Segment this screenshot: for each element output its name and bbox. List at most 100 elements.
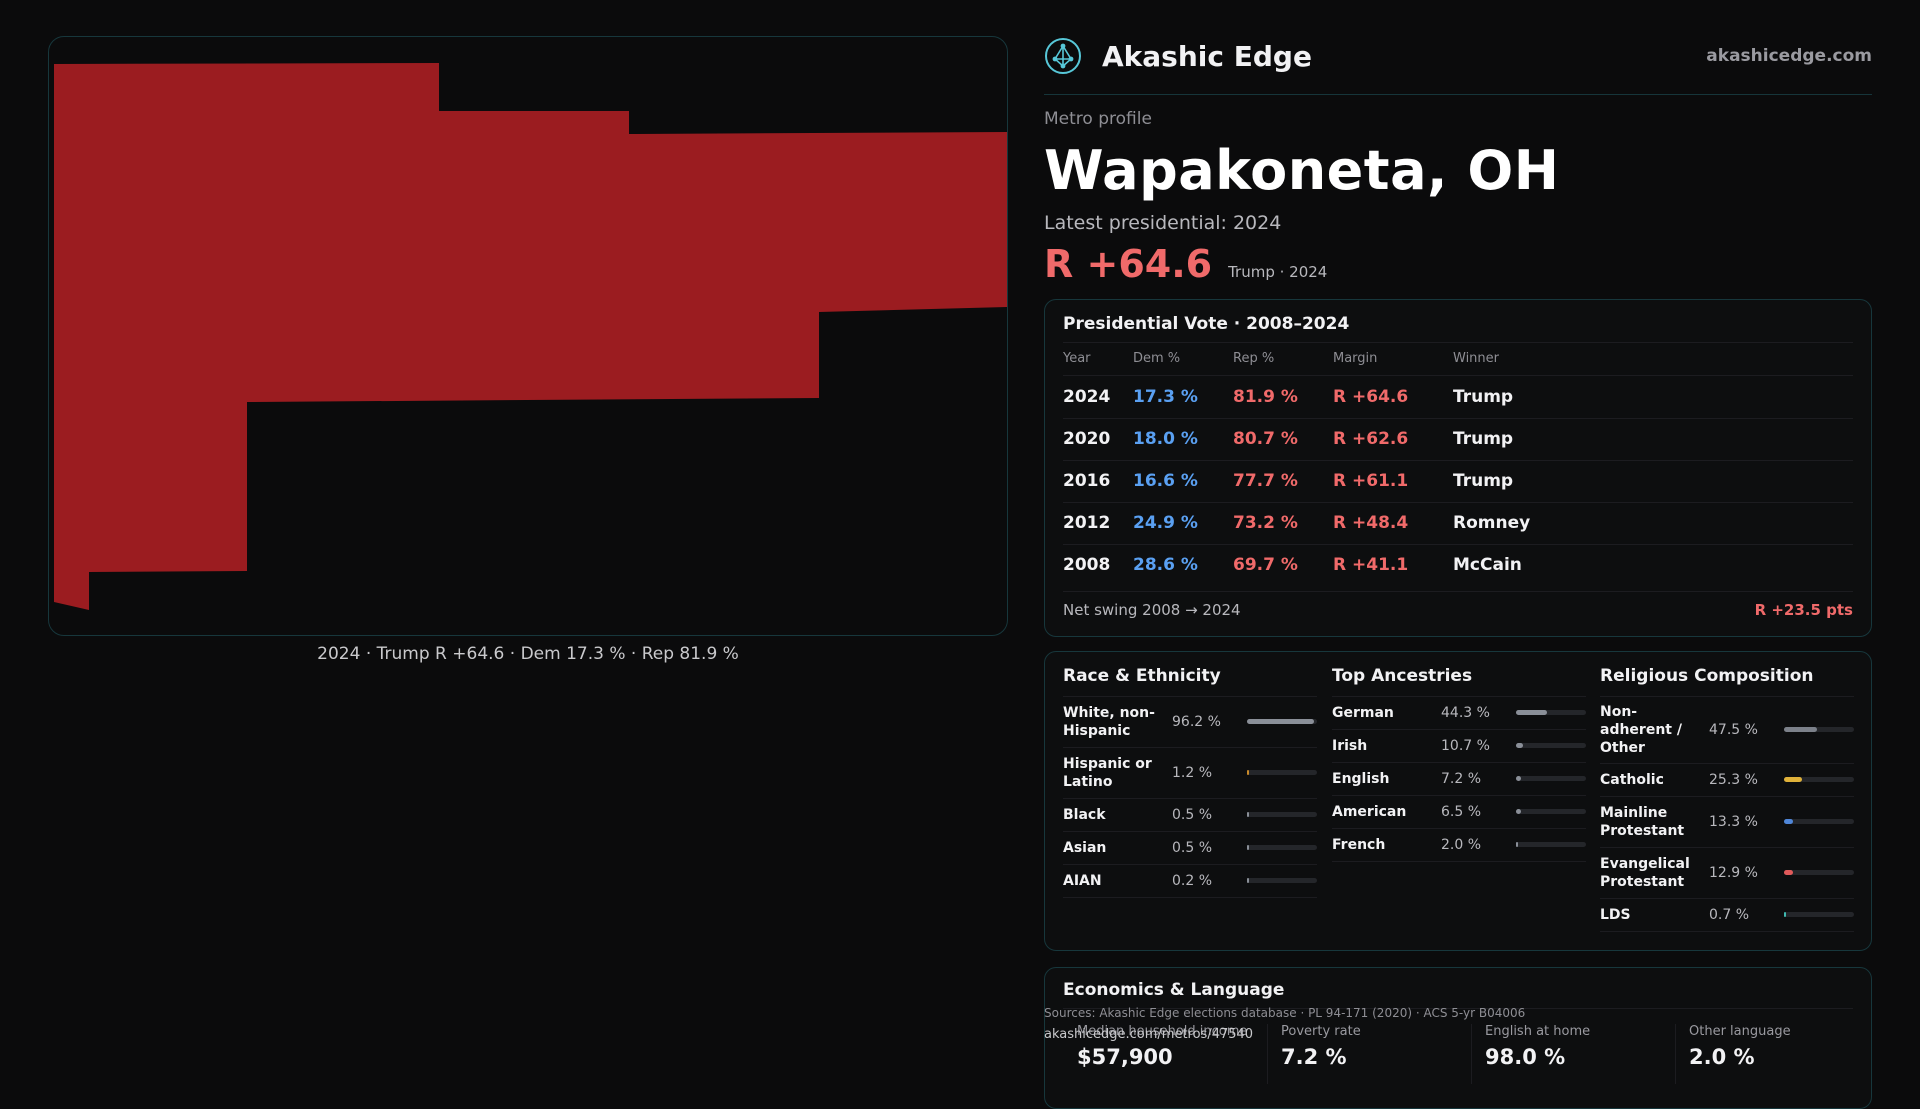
race-column: Race & Ethnicity White, non-Hispanic 96.2… (1063, 666, 1317, 898)
vote-cell-margin: R +64.6 (1333, 387, 1409, 407)
ancestry-row: English 7.2 % (1332, 763, 1586, 796)
brand-name[interactable]: Akashic Edge (1102, 39, 1312, 73)
race-percent: 0.5 % (1172, 807, 1213, 823)
econ-label: Median household income (1077, 1024, 1248, 1039)
vote-cell-year: 2024 (1063, 387, 1111, 407)
vote-cell-rep: 77.7 % (1233, 471, 1298, 491)
ancestry-percent: 10.7 % (1441, 738, 1490, 754)
religion-bar-fill (1784, 912, 1786, 917)
vote-cell-margin: R +48.4 (1333, 513, 1409, 533)
race-bar-fill (1247, 812, 1249, 817)
econ-separator (1675, 1024, 1676, 1084)
religion-bar-track (1784, 777, 1854, 782)
headline-note: Trump · 2024 (1228, 263, 1328, 281)
county-map[interactable] (49, 37, 1007, 635)
ancestry-column: Top Ancestries German 44.3 % Irish 10.7 % En… (1332, 666, 1586, 862)
county-shape[interactable] (54, 63, 1007, 610)
religion-bar-track (1784, 870, 1854, 875)
econ-label: Poverty rate (1281, 1024, 1361, 1039)
religion-bar-track (1784, 912, 1854, 917)
vote-row-divider (1063, 544, 1853, 545)
vote-cell-year: 2016 (1063, 471, 1111, 491)
ancestry-divider (1332, 696, 1586, 697)
vote-cell-margin: R +61.1 (1333, 471, 1409, 491)
ancestry-title: Top Ancestries (1332, 666, 1473, 686)
brand-url[interactable]: akashicedge.com (1706, 46, 1872, 66)
religion-bar-fill (1784, 727, 1818, 732)
ancestry-bar-fill (1516, 743, 1524, 748)
globe-network-icon[interactable] (1044, 37, 1082, 75)
vote-header-divider (1063, 375, 1853, 376)
race-row: Black 0.5 % (1063, 799, 1317, 832)
vote-cell-rep: 80.7 % (1233, 429, 1298, 449)
page-title: Wapakoneta, OH (1044, 139, 1560, 202)
ancestry-bar-fill (1516, 776, 1522, 781)
map-panel[interactable] (48, 36, 1008, 636)
ancestry-percent: 6.5 % (1441, 804, 1482, 820)
religion-label: LDS (1600, 907, 1631, 923)
vote-cell-rep: 69.7 % (1233, 555, 1298, 575)
economics-divider (1063, 1008, 1853, 1009)
vote-cell-winner: Romney (1453, 513, 1531, 533)
ancestry-bar-track (1516, 710, 1586, 715)
brand-bar: Akashic Edge akashicedge.com (1044, 36, 1872, 76)
religion-column: Religious Composition Non-adherent / Oth… (1600, 666, 1854, 932)
race-label: AIAN (1063, 873, 1102, 889)
ancestry-bar-fill (1516, 809, 1521, 814)
sources-note: Sources: Akashic Edge elections database… (1044, 1006, 1526, 1020)
vote-cell-dem: 24.9 % (1133, 513, 1198, 533)
vote-cell-winner: Trump (1453, 471, 1514, 491)
vote-cell-winner: Trump (1453, 387, 1514, 407)
vote-title-divider (1063, 342, 1853, 343)
religion-title: Religious Composition (1600, 666, 1814, 686)
vote-card-title: Presidential Vote · 2008–2024 (1063, 314, 1350, 334)
ancestry-percent: 7.2 % (1441, 771, 1482, 787)
ancestry-bar-track (1516, 842, 1586, 847)
race-percent: 0.5 % (1172, 840, 1213, 856)
race-row: White, non-Hispanic 96.2 % (1063, 697, 1317, 748)
vote-cell-winner: Trump (1453, 429, 1514, 449)
profile-eyebrow: Metro profile (1044, 109, 1152, 129)
religion-bar-track (1784, 819, 1854, 824)
religion-bar-fill (1784, 819, 1794, 824)
ancestry-row: Irish 10.7 % (1332, 730, 1586, 763)
header-winner: Winner (1453, 351, 1500, 366)
vote-cell-margin: R +41.1 (1333, 555, 1409, 575)
ancestry-label: American (1332, 804, 1407, 820)
header-divider (1044, 94, 1872, 95)
vote-cell-year: 2020 (1063, 429, 1111, 449)
religion-bar-track (1784, 727, 1854, 732)
religion-row: Evangelical Protestant 12.9 % (1600, 848, 1854, 899)
vote-cell-dem: 17.3 % (1133, 387, 1198, 407)
vote-cell-dem: 28.6 % (1133, 555, 1198, 575)
race-label: Asian (1063, 840, 1107, 856)
religion-label: Catholic (1600, 772, 1664, 788)
religion-percent: 13.3 % (1709, 814, 1758, 830)
religion-bar-fill (1784, 777, 1802, 782)
vote-cell-dem: 16.6 % (1133, 471, 1198, 491)
vote-cell-winner: McCain (1453, 555, 1522, 575)
header-margin: Margin (1333, 351, 1378, 366)
econ-cell-other-language: Other language 2.0 % (1689, 1024, 1791, 1069)
race-bar-fill (1247, 878, 1249, 883)
religion-label: Evangelical Protestant (1600, 856, 1690, 890)
permalink[interactable]: akashicedge.com/metros/47540 (1044, 1027, 1254, 1042)
net-swing-value: R +23.5 pts (1754, 601, 1853, 619)
race-row: Asian 0.5 % (1063, 832, 1317, 865)
econ-cell-english: English at home 98.0 % (1485, 1024, 1590, 1069)
net-swing-row: Net swing 2008 → 2024 R +23.5 pts (1063, 601, 1853, 619)
religion-list: Non-adherent / Other 47.5 % Catholic 25.3 %… (1600, 697, 1854, 932)
race-label: White, non-Hispanic (1063, 705, 1155, 739)
ancestry-bar-track (1516, 743, 1586, 748)
ancestry-label: English (1332, 771, 1390, 787)
vote-cell-year: 2012 (1063, 513, 1111, 533)
presidential-vote-card: Presidential Vote · 2008–2024 Year Dem %… (1044, 299, 1872, 637)
econ-cell-income: Median household income $57,900 (1077, 1024, 1247, 1069)
econ-value: 7.2 % (1281, 1045, 1347, 1069)
religion-row: Catholic 25.3 % (1600, 764, 1854, 797)
race-bar-track (1247, 812, 1317, 817)
vote-cell-rep: 81.9 % (1233, 387, 1298, 407)
vote-row-divider (1063, 502, 1853, 503)
ancestry-bar-fill (1516, 710, 1547, 715)
race-divider (1063, 696, 1317, 697)
